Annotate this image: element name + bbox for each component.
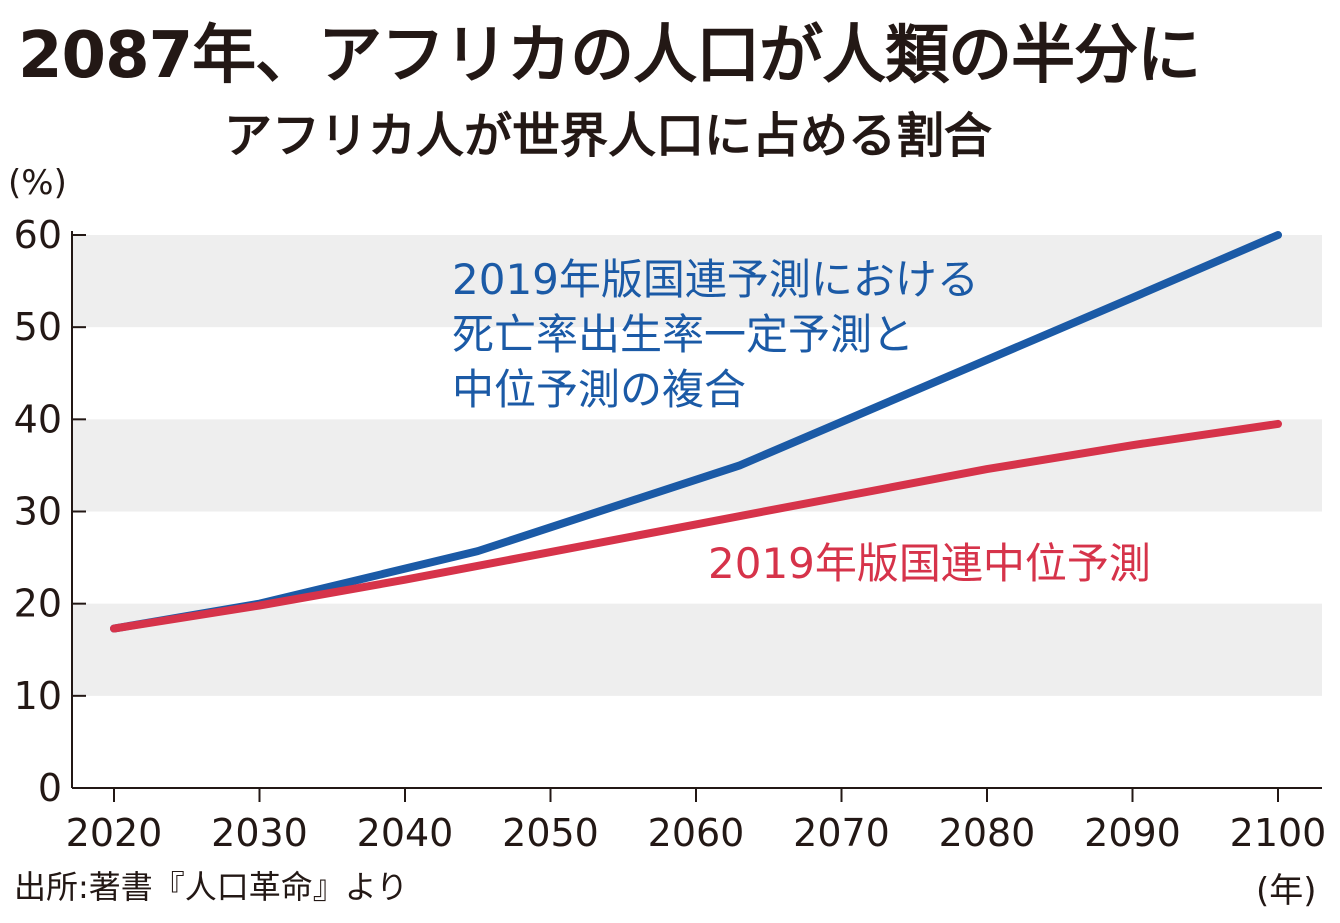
grid-band — [72, 235, 1322, 328]
grid-band — [72, 419, 1322, 512]
series-label-line: 中位予測の複合 — [452, 365, 746, 414]
x-tick-label: 2100 — [1230, 811, 1327, 855]
page-title: 2087年、アフリカの人口が人類の半分に — [18, 19, 1201, 93]
series-label-line: 2019年版国連中位予測 — [708, 539, 1151, 588]
series-label-1: 2019年版国連予測における死亡率出生率一定予測と中位予測の複合 — [452, 255, 979, 414]
x-tick-label: 2060 — [648, 811, 745, 855]
x-tick-label: 2040 — [357, 811, 454, 855]
x-tick-label: 2030 — [211, 811, 308, 855]
series-label-2: 2019年版国連中位予測 — [708, 539, 1151, 588]
series-label-line: 死亡率出生率一定予測と — [452, 310, 914, 359]
grid-band — [72, 603, 1322, 696]
y-tick-label: 20 — [14, 582, 62, 626]
series-label-line: 2019年版国連予測における — [452, 255, 979, 304]
chart-subtitle: アフリカ人が世界人口に占める割合 — [224, 108, 993, 164]
y-tick-label: 10 — [14, 674, 62, 718]
y-tick-label: 60 — [14, 213, 62, 257]
y-tick-label: 40 — [14, 397, 62, 441]
source-note: 出所:著書『人口革命』より — [14, 868, 409, 906]
y-tick-label: 0 — [38, 766, 62, 810]
x-tick-label: 2020 — [66, 811, 163, 855]
x-tick-label: 2070 — [793, 811, 890, 855]
x-tick-label: 2050 — [502, 811, 599, 855]
x-tick-label: 2080 — [939, 811, 1036, 855]
y-tick-label: 30 — [14, 490, 62, 534]
x-axis-label: (年) — [1256, 871, 1317, 911]
series-line-2 — [110, 419, 1282, 633]
x-tick-label: 2090 — [1084, 811, 1181, 855]
y-axis-label: (%) — [8, 163, 67, 203]
y-tick-label: 50 — [14, 305, 62, 349]
